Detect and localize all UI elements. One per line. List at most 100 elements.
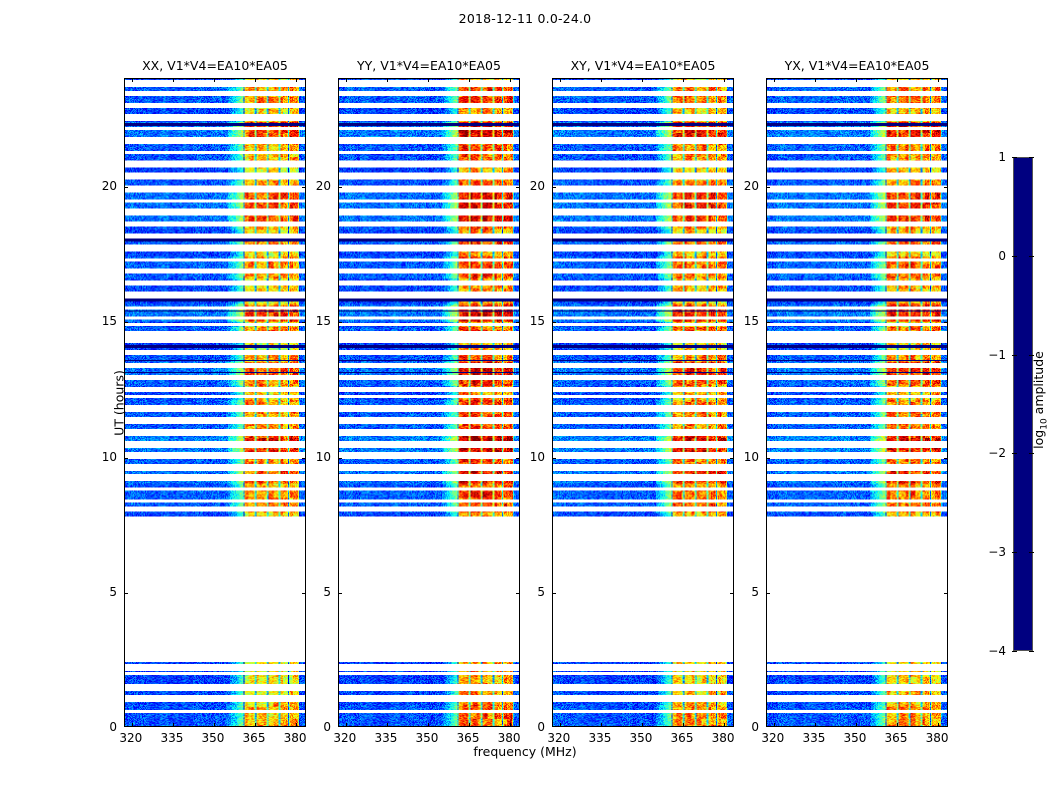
y-tick-label: 10 (101, 449, 117, 464)
y-tick-label: 0 (751, 720, 759, 734)
y-tick-label: 15 (529, 314, 545, 329)
y-tick (516, 322, 519, 324)
panel-xy: XY, V1*V4=EA10*EA05 320 335 350 365 380 0 5 10 15… (530, 58, 735, 745)
colorbar-tick (1012, 651, 1017, 652)
x-tick (213, 723, 215, 726)
colorbar: −4 −3 −2 −1 0 1 (988, 150, 1034, 658)
y-tick (730, 187, 733, 189)
y-tick (767, 322, 770, 324)
colorbar-tick (1029, 354, 1034, 356)
colorbar-tick-label: −2 (988, 446, 1006, 461)
y-tick-label: 15 (101, 314, 117, 329)
panel-yx: YX, V1*V4=EA10*EA05 320 335 350 365 380 0 5 10 15… (744, 58, 949, 745)
x-tick-label: 335 (588, 731, 612, 745)
figure-suptitle: 2018-12-11 0.0-24.0 (458, 11, 592, 26)
x-tick-label: 320 (761, 731, 785, 745)
x-axis-label: frequency (MHz) (473, 744, 577, 759)
colorbar-tick (1012, 453, 1017, 455)
colorbar-label-base: log (1030, 429, 1046, 449)
plot-area-yy (338, 78, 520, 727)
y-tick (302, 592, 305, 594)
y-tick (730, 457, 733, 459)
x-tick (386, 79, 388, 82)
x-tick-label: 380 (711, 731, 735, 745)
y-tick-label: 15 (315, 314, 331, 329)
y-tick (516, 457, 519, 459)
y-tick (339, 322, 342, 324)
x-tick (600, 723, 602, 726)
x-tick-label: 335 (160, 731, 184, 745)
x-tick (469, 79, 470, 82)
plot-area-xy (552, 78, 734, 727)
y-tick (339, 592, 342, 594)
colorbar-tick-label: 0 (998, 248, 1006, 263)
y-tick (553, 457, 556, 459)
x-tick (683, 723, 684, 726)
panel-title-xy: XY, V1*V4=EA10*EA05 (570, 58, 716, 73)
x-tick (938, 723, 940, 726)
y-tick-label: 0 (109, 720, 117, 734)
x-tick (172, 79, 174, 82)
x-tick-label: 320 (547, 731, 571, 745)
panel-title-yy: YY, V1*V4=EA10*EA05 (357, 58, 501, 73)
x-tick (683, 79, 684, 82)
x-tick-label: 380 (283, 731, 307, 745)
colorbar-tick-label: −3 (988, 545, 1006, 560)
heatmap-xy (553, 79, 733, 726)
x-tick (641, 723, 643, 726)
colorbar-label: log10 amplitude (1031, 351, 1050, 449)
x-tick (641, 79, 643, 82)
y-tick (516, 592, 519, 594)
x-tick-label: 350 (415, 731, 439, 745)
heatmap-yx (767, 79, 947, 726)
x-tick-label: 335 (374, 731, 398, 745)
y-tick-label: 5 (751, 584, 759, 599)
y-tick (516, 187, 519, 189)
x-tick (427, 723, 429, 726)
colorbar-tick-label: −4 (988, 644, 1006, 658)
colorbar-tick (1029, 157, 1034, 158)
y-tick-label: 10 (529, 449, 545, 464)
y-tick (730, 592, 733, 594)
x-tick-label: 350 (843, 731, 867, 745)
plot-area-xx (124, 78, 306, 727)
y-tick (944, 187, 947, 189)
x-tick (172, 723, 174, 726)
y-tick (125, 592, 128, 594)
heatmap-yy (339, 79, 519, 726)
colorbar-tick (1012, 255, 1017, 257)
y-tick (125, 322, 128, 324)
y-tick-label: 20 (101, 179, 117, 194)
colorbar-box (1013, 157, 1033, 651)
y-tick-label: 20 (315, 179, 331, 194)
x-tick (855, 79, 857, 82)
x-tick-label: 365 (456, 731, 480, 745)
y-tick (730, 322, 733, 324)
y-tick (302, 457, 305, 459)
y-tick (125, 457, 128, 459)
x-tick (855, 723, 857, 726)
y-tick (767, 592, 770, 594)
y-tick (944, 592, 947, 594)
x-tick (345, 79, 347, 82)
x-tick (386, 723, 388, 726)
colorbar-tick-label: −1 (988, 347, 1006, 362)
x-tick (131, 723, 133, 726)
colorbar-label-rest: amplitude (1030, 351, 1046, 419)
x-tick (724, 79, 726, 82)
x-tick (600, 79, 602, 82)
colorbar-tick (1029, 552, 1034, 554)
x-tick (131, 79, 133, 82)
x-tick-label: 320 (333, 731, 357, 745)
x-tick-label: 380 (497, 731, 521, 745)
x-tick-label: 380 (925, 731, 949, 745)
x-tick-label: 365 (670, 731, 694, 745)
x-tick (510, 723, 512, 726)
y-tick (553, 592, 556, 594)
x-tick (255, 723, 256, 726)
colorbar-gradient (1014, 158, 1032, 650)
y-tick-label: 0 (323, 720, 331, 734)
x-tick (296, 79, 298, 82)
colorbar-tick-label: 1 (998, 150, 1006, 164)
